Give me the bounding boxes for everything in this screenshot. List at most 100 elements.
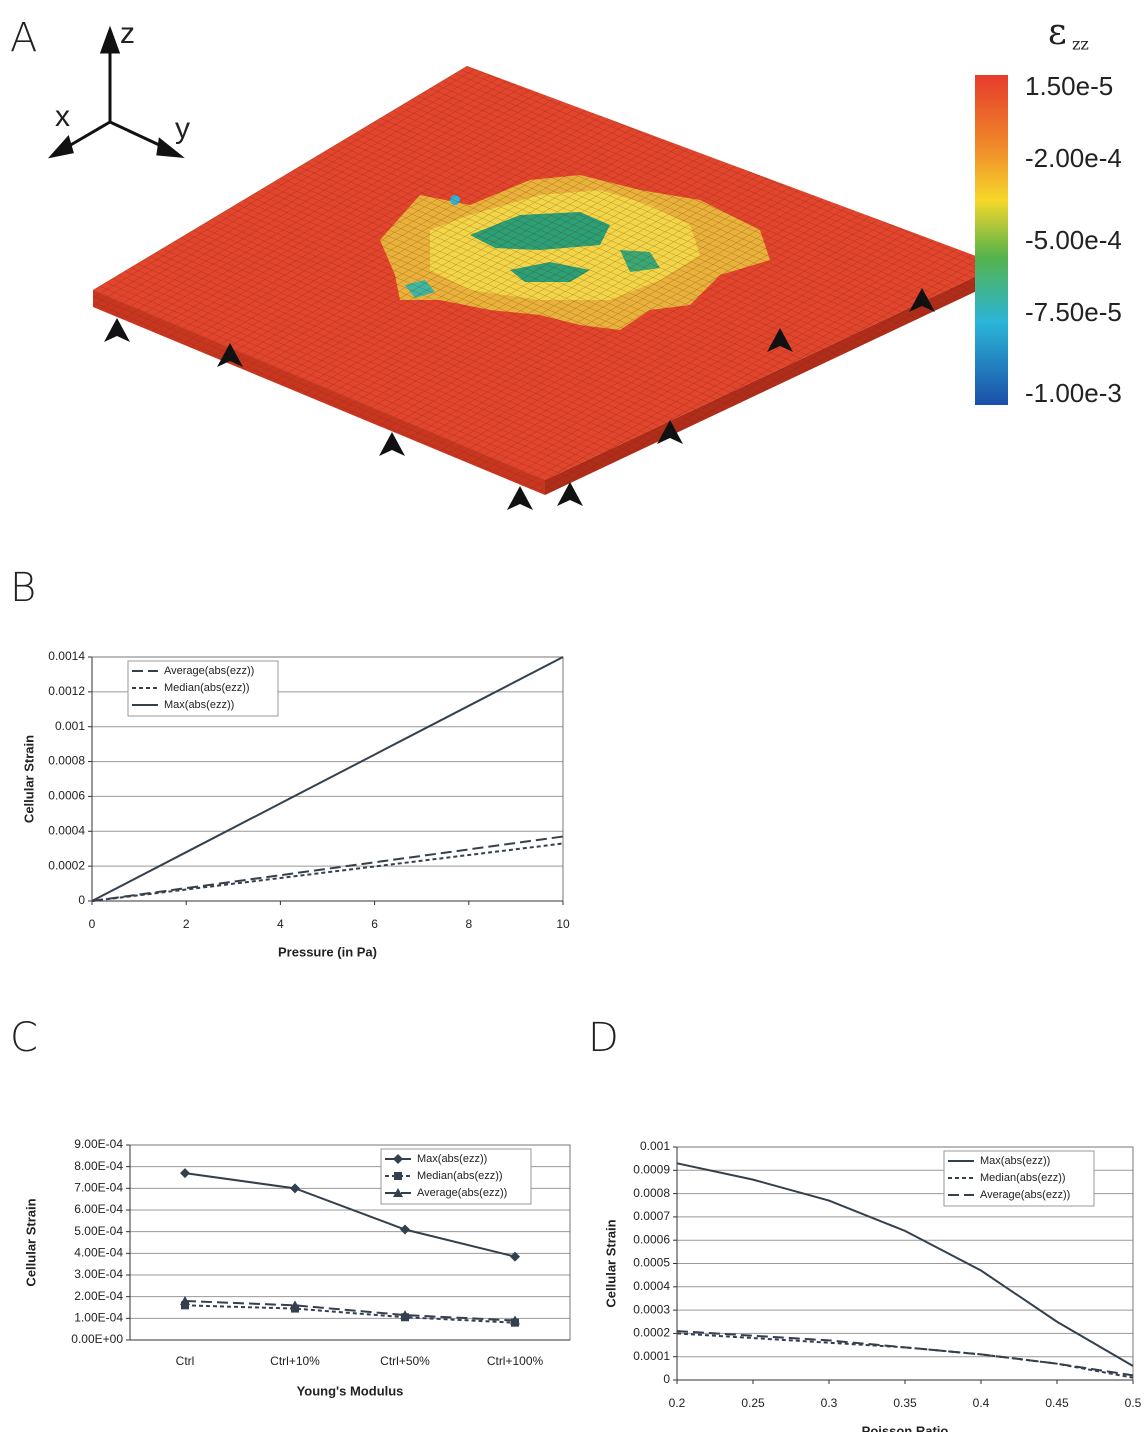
y-tick-label: 0.00E+00 <box>71 1332 123 1346</box>
series-line <box>91 842 564 902</box>
legend-marker <box>393 1188 403 1197</box>
panel-label: A <box>10 15 37 61</box>
legend-marker <box>393 1154 403 1164</box>
marker <box>400 1310 410 1320</box>
marker <box>180 1168 190 1179</box>
plate <box>93 66 1000 495</box>
colorbar-label: -5.00e-4 <box>1025 225 1122 255</box>
y-tick-label: 0 <box>78 893 85 907</box>
x-tick-label: 10 <box>556 917 570 931</box>
x-tick-label: 4 <box>277 917 284 931</box>
y-tick-label: 4.00E-04 <box>74 1246 123 1260</box>
y-tick-label: 0.0008 <box>633 1186 670 1200</box>
series-line <box>184 1172 516 1258</box>
y-tick-label: 0.0006 <box>633 1232 670 1246</box>
x-tick-label: 0.4 <box>973 1396 990 1410</box>
colorbar-label: 1.50e-5 <box>1025 71 1113 101</box>
series-line <box>676 1332 1134 1379</box>
x-axis-title: Poisson Ratio <box>862 1423 949 1432</box>
legend-label: Max(abs(ezz)) <box>164 699 234 711</box>
colorbar-label: -7.50e-5 <box>1025 297 1122 327</box>
y-tick-label: 0.0002 <box>48 858 85 872</box>
marker <box>400 1224 410 1235</box>
colorbar-label: -1.00e-3 <box>1025 378 1122 408</box>
x-tick-label: 0.45 <box>1045 1396 1069 1410</box>
colorbar <box>975 75 1008 405</box>
panel-label: B <box>10 565 36 611</box>
panel-label: D <box>588 1015 619 1061</box>
axis-label: x <box>55 100 70 133</box>
x-tick-label: 0.25 <box>741 1396 765 1410</box>
legend-label: Average(abs(ezz)) <box>417 1187 507 1199</box>
legend-label: Max(abs(ezz)) <box>980 1155 1050 1167</box>
x-tick-label: 0.3 <box>821 1396 838 1410</box>
y-tick-label: 5.00E-04 <box>74 1224 123 1238</box>
y-tick-label: 0.0004 <box>633 1279 670 1293</box>
series-line <box>184 1304 516 1324</box>
x-axis-title: Young's Modulus <box>297 1383 404 1398</box>
x-tick-label: 0.2 <box>669 1396 686 1410</box>
x-tick-label: 0.35 <box>893 1396 917 1410</box>
y-tick-label: 9.00E-04 <box>74 1137 123 1151</box>
marker <box>510 1315 520 1325</box>
legend-marker <box>394 1172 402 1180</box>
x-tick-label: 2 <box>183 917 190 931</box>
marker <box>180 1296 190 1305</box>
axis-triad <box>47 25 185 159</box>
x-tick-label: 8 <box>465 917 472 931</box>
y-tick-label: 0.001 <box>55 719 85 733</box>
legend-label: Median(abs(ezz)) <box>980 1172 1066 1184</box>
colorbar-label: -2.00e-4 <box>1025 143 1122 173</box>
y-tick-label: 0.0005 <box>633 1256 670 1270</box>
x-tick-label: Ctrl <box>176 1354 195 1368</box>
y-tick-label: 6.00E-04 <box>74 1202 123 1216</box>
panel-label: C <box>10 1015 38 1061</box>
series-line <box>184 1300 516 1322</box>
colorbar-subscript: zz <box>1072 35 1089 54</box>
y-axis-title: Cellular Strain <box>23 1198 38 1286</box>
series-line <box>91 835 564 902</box>
axis-label: y <box>175 112 190 145</box>
y-tick-label: 2.00E-04 <box>74 1289 123 1303</box>
y-tick-label: 0.0002 <box>633 1326 670 1340</box>
y-tick-label: 0.0008 <box>48 754 85 768</box>
x-tick-label: 0.5 <box>1125 1396 1142 1410</box>
y-tick-label: 3.00E-04 <box>74 1267 123 1281</box>
x-tick-label: 6 <box>371 917 378 931</box>
marker <box>510 1251 520 1262</box>
supports <box>104 288 935 510</box>
x-axis-title: Pressure (in Pa) <box>278 944 377 959</box>
marker <box>181 1301 189 1310</box>
marker <box>290 1300 300 1310</box>
y-tick-label: 0.0003 <box>633 1302 670 1316</box>
x-tick-label: 0 <box>89 917 96 931</box>
y-tick-label: 0.0009 <box>633 1162 670 1176</box>
y-tick-label: 0.0006 <box>48 789 85 803</box>
series-line <box>676 1162 1134 1367</box>
y-tick-label: 0.0004 <box>48 823 85 837</box>
y-tick-label: 0.001 <box>640 1139 670 1153</box>
y-tick-label: 0 <box>663 1372 670 1386</box>
y-tick-label: 8.00E-04 <box>74 1159 123 1173</box>
marker <box>290 1183 300 1194</box>
x-tick-label: Ctrl+100% <box>487 1354 544 1368</box>
x-tick-label: Ctrl+50% <box>380 1354 430 1368</box>
y-axis-title: Cellular Strain <box>21 735 36 823</box>
y-tick-label: 0.0001 <box>633 1349 670 1363</box>
legend-label: Median(abs(ezz)) <box>417 1170 503 1182</box>
y-tick-label: 1.00E-04 <box>74 1311 123 1325</box>
x-tick-label: Ctrl+10% <box>270 1354 320 1368</box>
y-tick-label: 7.00E-04 <box>74 1181 123 1195</box>
series-line <box>676 1330 1134 1377</box>
series-line <box>91 656 564 902</box>
legend-label: Max(abs(ezz)) <box>417 1153 487 1165</box>
axis-label: z <box>120 17 135 50</box>
y-tick-label: 0.0014 <box>48 649 85 663</box>
legend-label: Median(abs(ezz)) <box>164 682 250 694</box>
colorbar-title: ε <box>1048 12 1067 53</box>
y-tick-label: 0.0007 <box>633 1209 670 1223</box>
legend-label: Average(abs(ezz)) <box>980 1189 1070 1201</box>
y-axis-title: Cellular Strain <box>603 1219 618 1307</box>
y-tick-label: 0.0012 <box>48 684 85 698</box>
